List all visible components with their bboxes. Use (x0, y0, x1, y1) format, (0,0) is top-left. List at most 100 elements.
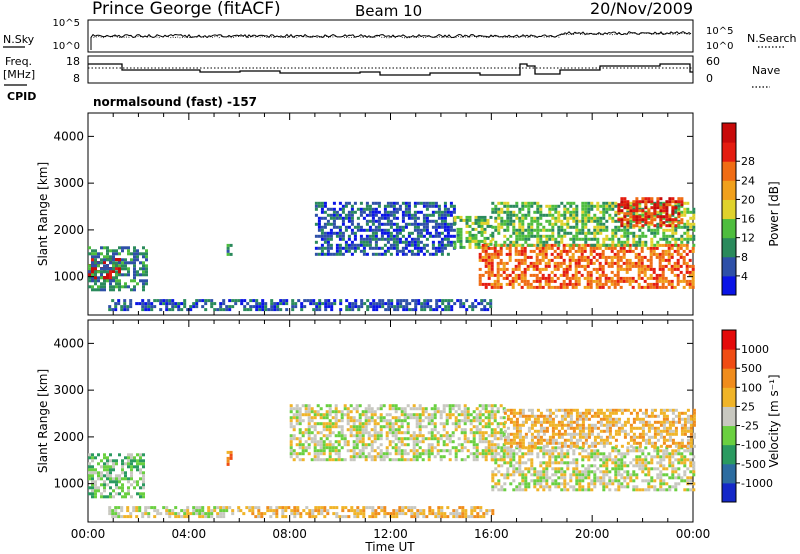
heatmap-cell (692, 234, 696, 238)
heatmap-cell (661, 255, 665, 259)
heatmap-cell (646, 267, 650, 271)
heatmap-cell (91, 474, 94, 478)
heatmap-cell (580, 255, 584, 259)
heatmap-cell (231, 299, 235, 303)
heatmap-cell (311, 512, 315, 516)
heatmap-cell (650, 243, 654, 247)
heatmap-cell (589, 246, 593, 250)
heatmap-cell (658, 276, 662, 280)
heatmap-cell (222, 308, 226, 312)
heatmap-cell (377, 246, 381, 250)
heatmap-cell (490, 422, 494, 426)
heatmap-cell (192, 509, 196, 513)
heatmap-cell (123, 308, 127, 312)
heatmap-cell (272, 509, 276, 513)
heatmap-cell (207, 299, 211, 303)
date-title: 20/Nov/2009 (590, 0, 693, 18)
heatmap-cell (670, 246, 674, 250)
heatmap-cell (548, 449, 552, 453)
heatmap-cell (379, 413, 383, 417)
heatmap-cell (168, 308, 172, 312)
heatmap-cell (539, 476, 543, 480)
heatmap-cell (518, 234, 522, 238)
heatmap-cell (341, 216, 345, 220)
heatmap-cell (598, 276, 602, 280)
heatmap-cell (575, 222, 579, 226)
heatmap-cell (545, 204, 549, 208)
heatmap-cell (481, 413, 485, 417)
heatmap-cell (332, 512, 336, 516)
heatmap-cell (401, 246, 405, 250)
heatmap-cell (616, 261, 620, 265)
heatmap-cell (683, 449, 687, 453)
heatmap-cell (686, 222, 690, 226)
heatmap-cell (641, 200, 645, 204)
heatmap-cell (490, 255, 494, 259)
heatmap-cell (91, 252, 94, 256)
heatmap-cell (115, 261, 118, 265)
heatmap-cell (324, 308, 328, 312)
heatmap-cell (378, 302, 382, 306)
heatmap-cell (459, 227, 463, 231)
heatmap-cell (344, 515, 348, 519)
heatmap-cell (404, 243, 408, 247)
heatmap-cell (487, 410, 491, 414)
heatmap-cell (533, 210, 537, 214)
heatmap-cell (367, 431, 371, 435)
heatmap-cell (418, 428, 422, 432)
heatmap-cell (474, 236, 478, 240)
heatmap-cell (332, 210, 336, 214)
heatmap-cell (364, 446, 368, 450)
heatmap-cell (329, 213, 333, 217)
heatmap-cell (575, 207, 579, 211)
heatmap-cell (502, 276, 506, 280)
heatmap-cell (692, 237, 696, 241)
heatmap-cell (367, 410, 371, 414)
heatmap-cell (386, 231, 390, 235)
heatmap-cell (486, 308, 490, 312)
heatmap-cell (557, 429, 561, 433)
heatmap-cell (689, 449, 693, 453)
nsearch-label: N.Search (747, 32, 797, 45)
heatmap-cell (367, 407, 371, 411)
heatmap-cell (512, 222, 516, 226)
heatmap-cell (535, 261, 539, 265)
heatmap-cell (535, 285, 539, 289)
heatmap-cell (503, 441, 507, 445)
heatmap-cell (581, 219, 585, 223)
heatmap-cell (502, 270, 506, 274)
heatmap-cell (367, 422, 371, 426)
heatmap-cell (578, 470, 582, 474)
heatmap-cell (416, 509, 420, 513)
heatmap-cell (471, 236, 475, 240)
heatmap-cell (397, 419, 401, 423)
heatmap-cell (443, 210, 447, 214)
heatmap-cell (557, 461, 561, 465)
heatmap-cell (379, 404, 383, 408)
heatmap-cell (575, 210, 579, 214)
heatmap-cell (410, 213, 414, 217)
heatmap-cell (144, 305, 148, 309)
heatmap-cell (112, 249, 115, 253)
heatmap-cell (88, 267, 91, 271)
heatmap-cell (392, 512, 396, 516)
heatmap-cell (665, 218, 669, 222)
heatmap-cell (276, 302, 280, 306)
heatmap-cell (313, 452, 317, 456)
heatmap-cell (605, 219, 609, 223)
heatmap-cell (459, 299, 463, 303)
heatmap-cell (133, 486, 136, 490)
heatmap-cell (307, 452, 311, 456)
heatmap-cell (433, 410, 437, 414)
heatmap-cell (368, 225, 372, 229)
heatmap-cell (349, 449, 353, 453)
heatmap-cell (147, 305, 151, 309)
heatmap-cell (691, 282, 695, 286)
heatmap-cell (496, 267, 500, 271)
heatmap-cell (328, 446, 332, 450)
heatmap-cell (88, 477, 91, 481)
heatmap-cell (539, 420, 543, 424)
heatmap-cell (94, 468, 97, 472)
heatmap-cell (505, 276, 509, 280)
